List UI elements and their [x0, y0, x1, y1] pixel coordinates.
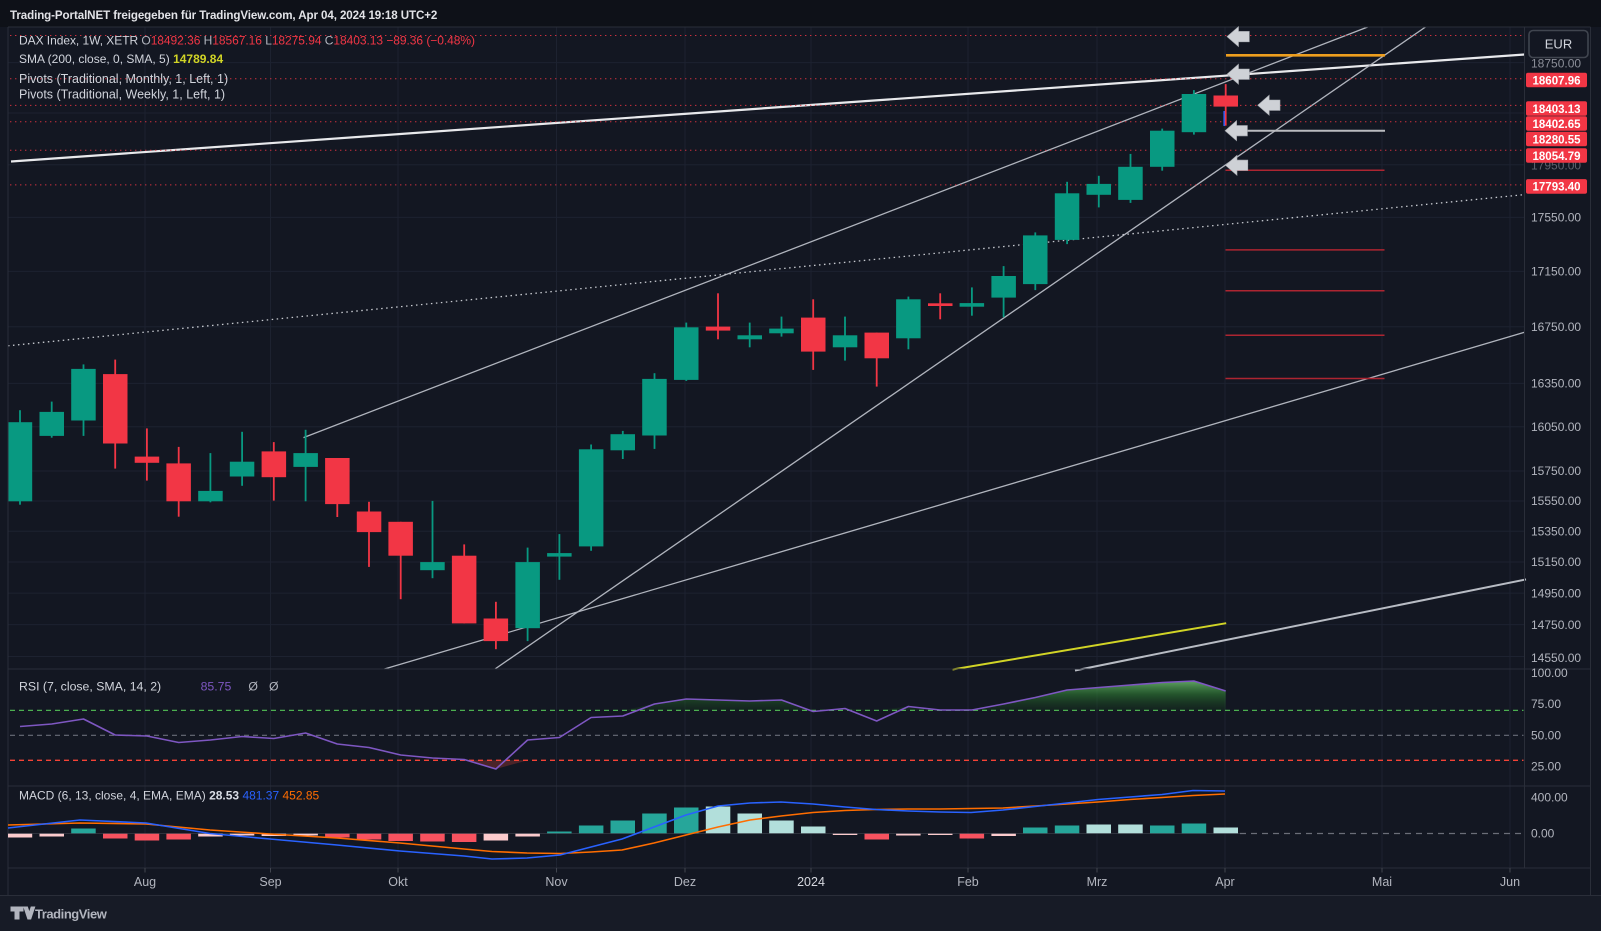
svg-text:2024: 2024	[797, 875, 825, 889]
svg-text:18054.79: 18054.79	[1533, 151, 1581, 163]
svg-text:15350.00: 15350.00	[1531, 525, 1581, 539]
svg-text:14750.00: 14750.00	[1531, 618, 1581, 632]
svg-text:SMA (200, close, 0, SMA, 5) 1: SMA (200, close, 0, SMA, 5) 14789.84	[19, 52, 223, 66]
svg-text:18750.00: 18750.00	[1531, 57, 1581, 71]
svg-text:Aug: Aug	[134, 875, 156, 889]
svg-text:25.00: 25.00	[1531, 760, 1561, 774]
svg-text:EUR: EUR	[1545, 37, 1572, 52]
svg-text:18403.13: 18403.13	[1533, 104, 1581, 116]
svg-text:18280.55: 18280.55	[1533, 134, 1582, 146]
svg-text:16750.00: 16750.00	[1531, 320, 1581, 334]
svg-text:Jun: Jun	[1500, 875, 1520, 889]
svg-text:16050.00: 16050.00	[1531, 420, 1581, 434]
svg-text:Feb: Feb	[957, 875, 979, 889]
svg-text:16350.00: 16350.00	[1531, 377, 1581, 391]
svg-text:0.00: 0.00	[1531, 827, 1555, 841]
svg-text:15150.00: 15150.00	[1531, 555, 1581, 569]
svg-text:Sep: Sep	[259, 875, 281, 889]
svg-text:Okt: Okt	[388, 875, 408, 889]
svg-text:MACD (6, 13, close, 4, EMA, EM: MACD (6, 13, close, 4, EMA, EMA) 28.53 4…	[19, 789, 320, 803]
svg-text:400.00: 400.00	[1531, 791, 1568, 805]
svg-text:14950.00: 14950.00	[1531, 586, 1581, 600]
svg-text:Apr: Apr	[1215, 875, 1234, 889]
svg-text:15550.00: 15550.00	[1531, 494, 1581, 508]
svg-text:50.00: 50.00	[1531, 729, 1561, 743]
svg-text:Mai: Mai	[1372, 875, 1392, 889]
svg-text:17150.00: 17150.00	[1531, 265, 1581, 279]
svg-text:Nov: Nov	[545, 875, 568, 889]
svg-text:18607.96: 18607.96	[1533, 75, 1581, 87]
svg-text:Mrz: Mrz	[1087, 875, 1108, 889]
svg-text:Dez: Dez	[674, 875, 696, 889]
svg-text:Pivots (Traditional, Weekly, 1: Pivots (Traditional, Weekly, 1, Left, 1)	[19, 88, 225, 102]
svg-text:100.00: 100.00	[1531, 666, 1568, 680]
svg-text:15750.00: 15750.00	[1531, 464, 1581, 478]
svg-text:17550.00: 17550.00	[1531, 211, 1581, 225]
svg-text:RSI (7, close, SMA, 14, 2) 85.: RSI (7, close, SMA, 14, 2) 85.75 Ø Ø	[19, 680, 279, 694]
svg-text:Pivots (Traditional, Monthly,: Pivots (Traditional, Monthly, 1, Left, 1…	[19, 72, 228, 86]
svg-text:75.00: 75.00	[1531, 697, 1561, 711]
svg-text:14550.00: 14550.00	[1531, 651, 1581, 665]
svg-text:17793.40: 17793.40	[1533, 182, 1581, 194]
svg-text:18402.65: 18402.65	[1533, 119, 1582, 131]
svg-text:TradingView: TradingView	[35, 907, 108, 922]
svg-text:DAX Index, 1W, XETR O18492.36: DAX Index, 1W, XETR O18492.36 H18567.16 …	[19, 34, 475, 48]
svg-text:Trading-PortalNET freigegeben: Trading-PortalNET freigegeben für Tradin…	[10, 9, 437, 22]
